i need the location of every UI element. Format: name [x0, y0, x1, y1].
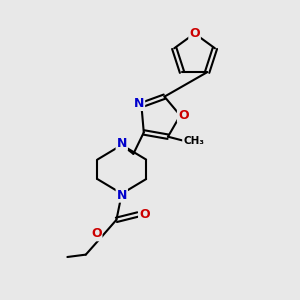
- Text: N: N: [117, 137, 127, 150]
- Text: O: O: [178, 109, 188, 122]
- Text: CH₃: CH₃: [183, 136, 204, 146]
- Text: N: N: [117, 189, 127, 202]
- Text: O: O: [139, 208, 150, 221]
- Text: O: O: [189, 27, 200, 40]
- Text: O: O: [91, 227, 101, 240]
- Text: N: N: [134, 97, 144, 110]
